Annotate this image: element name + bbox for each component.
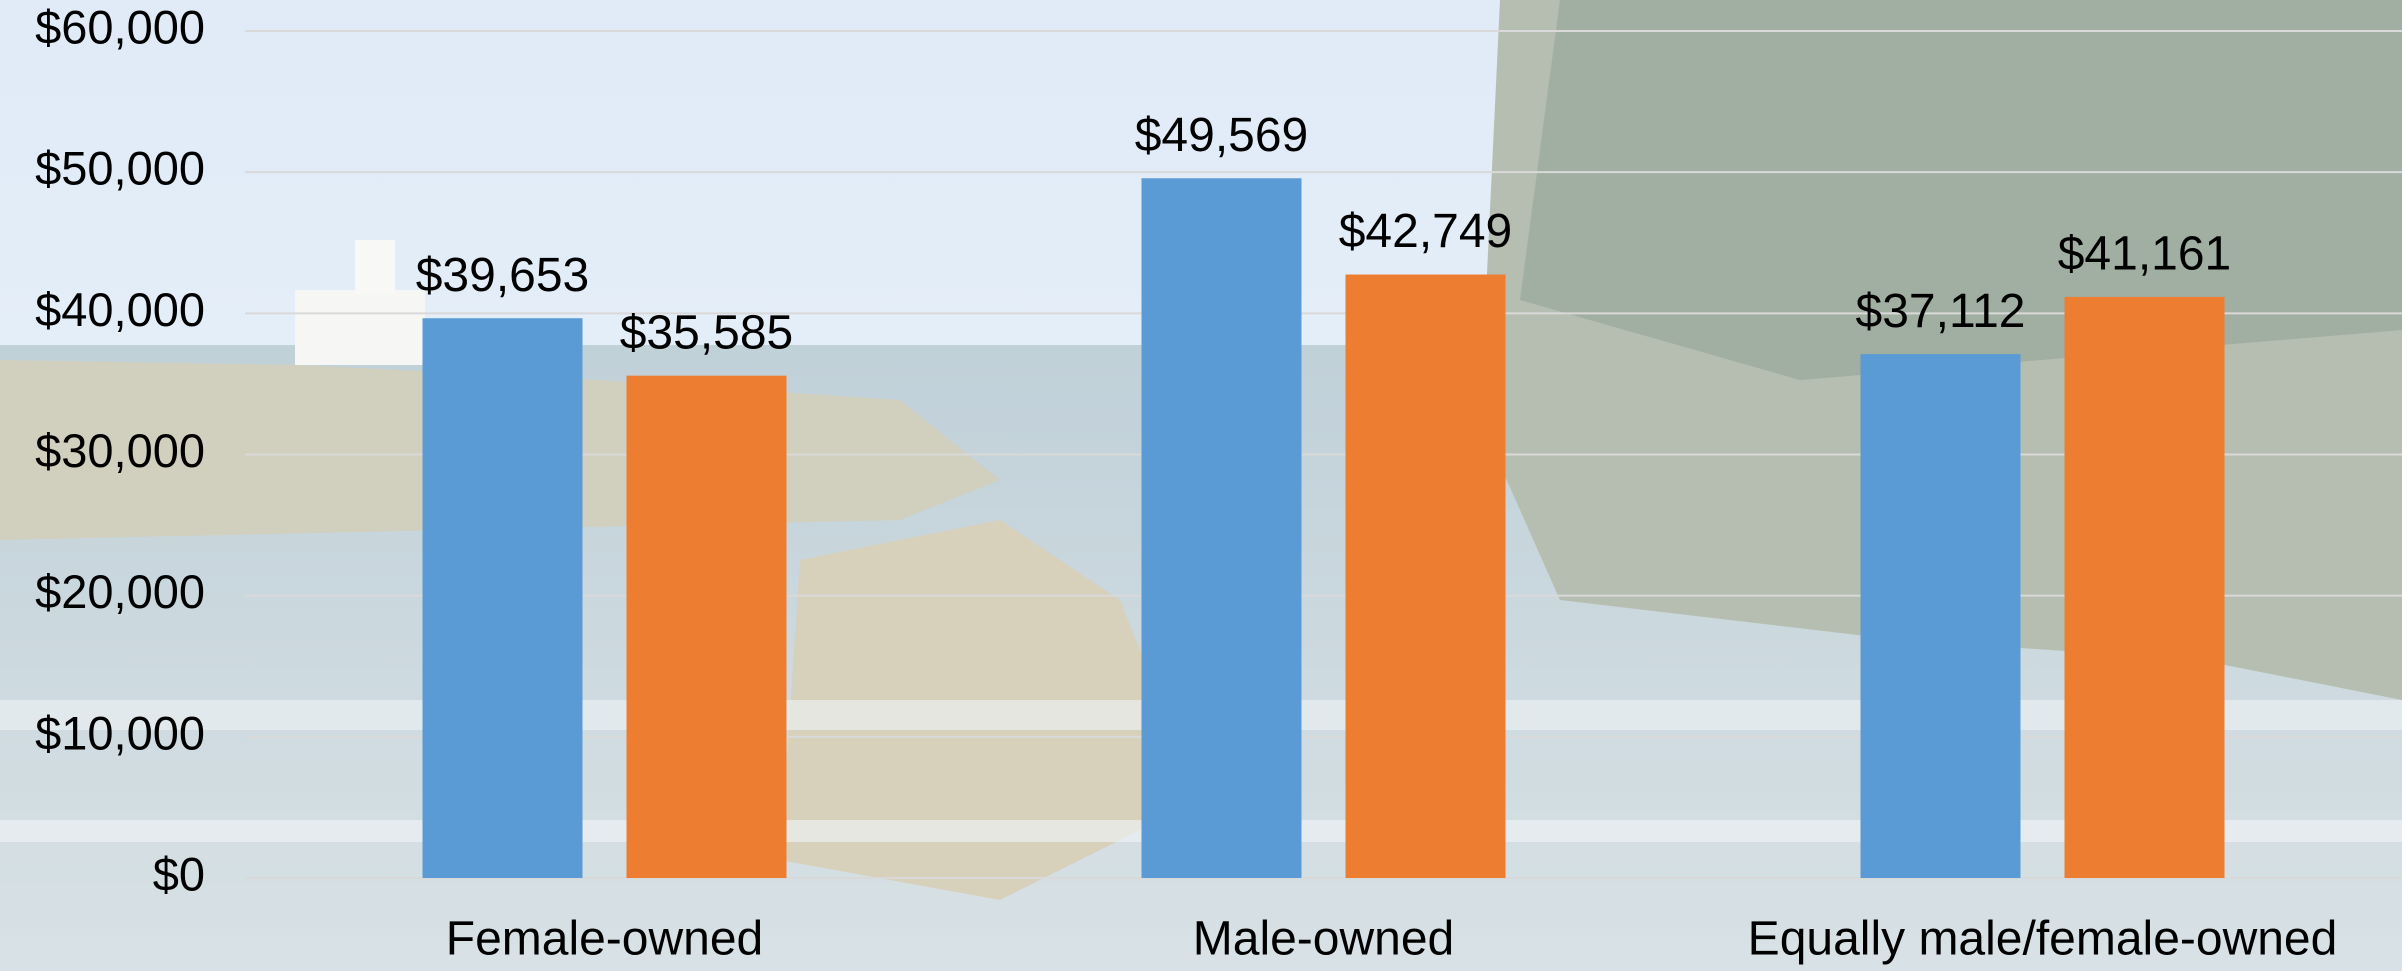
y-tick-label: $20,000 xyxy=(35,565,205,618)
x-tick-label: Male-owned xyxy=(1193,913,1454,966)
bar xyxy=(2064,296,2225,879)
x-tick-label: Female-owned xyxy=(446,913,763,966)
y-tick-label: $50,000 xyxy=(35,142,205,195)
bar xyxy=(1141,178,1302,878)
y-tick-label: $40,000 xyxy=(35,283,205,336)
bar xyxy=(1345,274,1506,878)
bar xyxy=(422,318,583,878)
y-tick-label: $10,000 xyxy=(35,706,205,759)
value-label: $41,161 xyxy=(2058,228,2232,281)
value-label: $39,653 xyxy=(416,249,590,302)
value-label: $35,585 xyxy=(620,306,794,359)
value-label: $42,749 xyxy=(1339,205,1513,258)
value-label: $37,112 xyxy=(1856,285,2026,338)
y-tick-label: $60,000 xyxy=(35,0,205,53)
value-label: $49,569 xyxy=(1135,109,1309,162)
y-tick-label: $30,000 xyxy=(35,424,205,477)
bar xyxy=(1860,354,2021,878)
bar xyxy=(626,375,787,878)
y-tick-label: $0 xyxy=(153,847,205,900)
x-tick-label: Equally male/female-owned xyxy=(1748,913,2338,966)
